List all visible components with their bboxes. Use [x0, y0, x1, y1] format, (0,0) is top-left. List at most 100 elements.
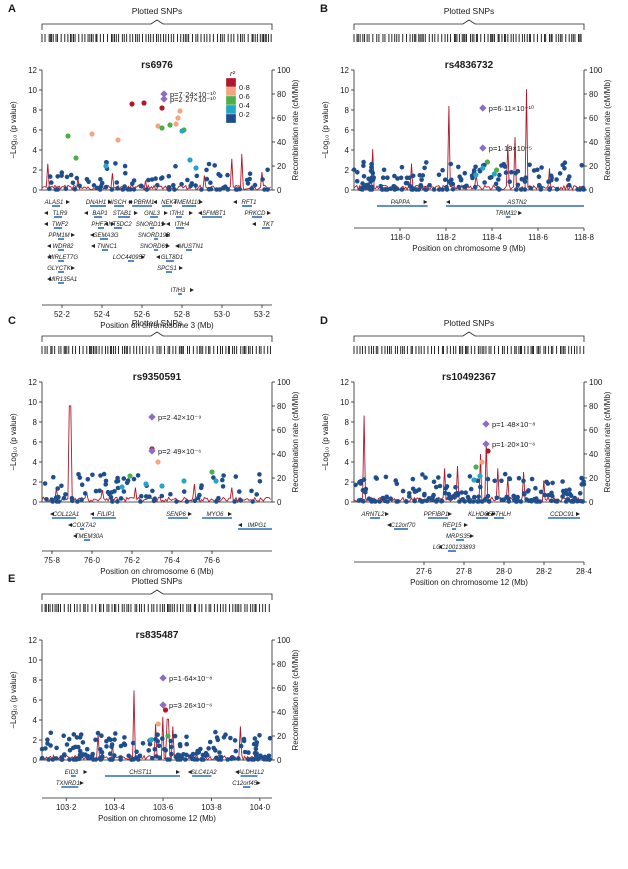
gene-direction-arrow: [128, 200, 132, 204]
snp-point: [184, 734, 189, 740]
snp-point: [549, 498, 554, 504]
snp-point: [175, 757, 180, 762]
gene-label: SENP6: [166, 512, 186, 518]
snp-point: [395, 176, 400, 181]
snp-point: [238, 498, 243, 503]
snp-point: [528, 185, 533, 191]
snp-point: [418, 183, 424, 188]
snp-point: [420, 472, 425, 477]
snp-point: [467, 474, 473, 479]
snp-point: [361, 477, 367, 482]
snp-point: [236, 756, 241, 761]
y-tick-label: 12: [340, 66, 349, 75]
gene-label: SFMBT1: [202, 211, 226, 217]
ld-snp-point: [181, 478, 187, 484]
snp-point: [416, 187, 422, 192]
snp-point: [134, 749, 139, 755]
snp-point: [565, 497, 571, 503]
snp-point: [146, 748, 151, 753]
ld-snp-point: [473, 172, 479, 178]
snp-point: [56, 499, 62, 504]
gene-direction-arrow: [108, 200, 112, 204]
snp-point: [522, 179, 528, 184]
gene-label: FILIP1: [97, 512, 115, 518]
snp-point: [75, 499, 80, 504]
y-tick-label: 12: [340, 378, 349, 387]
snp-point: [154, 754, 159, 759]
snp-point: [218, 757, 224, 762]
y-tick-label: 2: [345, 478, 350, 487]
snp-point: [85, 477, 91, 482]
snp-point: [185, 177, 190, 183]
snp-point: [225, 757, 230, 762]
snp-point: [72, 186, 78, 192]
snp-point: [410, 476, 416, 482]
gene-label: TLR9: [53, 211, 68, 217]
ld-snp-point: [177, 108, 183, 114]
snp-point: [373, 499, 378, 504]
gene-direction-arrow: [252, 222, 256, 226]
legend-label: 0·2: [239, 110, 250, 119]
gene-label: PPFIBP1: [424, 512, 449, 518]
y-tick-label: 6: [33, 696, 38, 705]
snp-point: [249, 488, 254, 494]
y-tick-label: 4: [345, 458, 350, 467]
ld-snp-point: [187, 157, 193, 163]
recombination-rate-line: [41, 405, 271, 504]
gene-label: ARNTL2: [360, 512, 385, 518]
gene-label: NT5DC2: [108, 222, 132, 228]
snp-point: [394, 481, 400, 487]
snp-point: [435, 497, 440, 503]
snp-point: [410, 173, 416, 179]
p-value-label: p=1·20×10⁻⁶: [492, 440, 535, 449]
x-tick-label: 118·6: [528, 233, 548, 242]
snp-point: [61, 733, 66, 738]
gene-direction-arrow: [104, 222, 108, 226]
y2-tick-label: 100: [277, 378, 291, 387]
snp-point: [138, 499, 143, 504]
gene-direction-arrow: [228, 512, 232, 516]
snp-point: [412, 498, 418, 504]
snp-point: [213, 729, 218, 735]
snp-point: [547, 187, 552, 192]
snp-point: [522, 491, 527, 497]
y2-tick-label: 100: [277, 66, 291, 75]
y2-tick-label: 60: [589, 114, 598, 123]
snp-point: [422, 165, 427, 171]
snp-point: [155, 739, 160, 744]
plotted-snps-ticks: [353, 34, 582, 42]
y-tick-label: 4: [33, 458, 38, 467]
snp-point: [252, 736, 258, 741]
snp-point: [462, 499, 468, 504]
snp-point: [472, 494, 477, 500]
snp-point: [477, 168, 483, 174]
panel-letter: D: [320, 315, 328, 327]
snp-point: [207, 739, 213, 745]
snp-point: [70, 745, 76, 751]
y2-tick-label: 40: [277, 138, 286, 147]
plotted-snps-bracket: [41, 331, 273, 342]
snp-point: [67, 748, 73, 753]
gene-direction-arrow: [576, 512, 580, 516]
snp-point: [48, 730, 54, 736]
snp-point: [103, 184, 109, 190]
gene-direction-arrow: [188, 512, 192, 516]
y2-axis-title: Recombination rate (cM/Mb): [291, 79, 300, 180]
y-tick-label: 0: [33, 498, 38, 507]
snp-point: [257, 472, 262, 477]
ld-snp-point: [89, 131, 95, 137]
snp-point: [93, 737, 98, 743]
snp-point: [369, 497, 374, 503]
snp-point: [184, 752, 189, 758]
y-tick-label: 12: [28, 378, 37, 387]
ld-snp-point: [193, 165, 199, 171]
p-value-label: p=1·64×10⁻⁸: [169, 674, 212, 683]
snp-point: [105, 489, 111, 495]
snp-point: [214, 499, 219, 504]
snp-point: [560, 162, 565, 168]
ld-snp-point: [494, 167, 500, 173]
gene-direction-arrow: [448, 512, 452, 516]
gene-label: GNL3: [144, 211, 160, 217]
gene-label: PPM1M: [48, 233, 69, 239]
gene-label: MYO6: [206, 512, 224, 518]
